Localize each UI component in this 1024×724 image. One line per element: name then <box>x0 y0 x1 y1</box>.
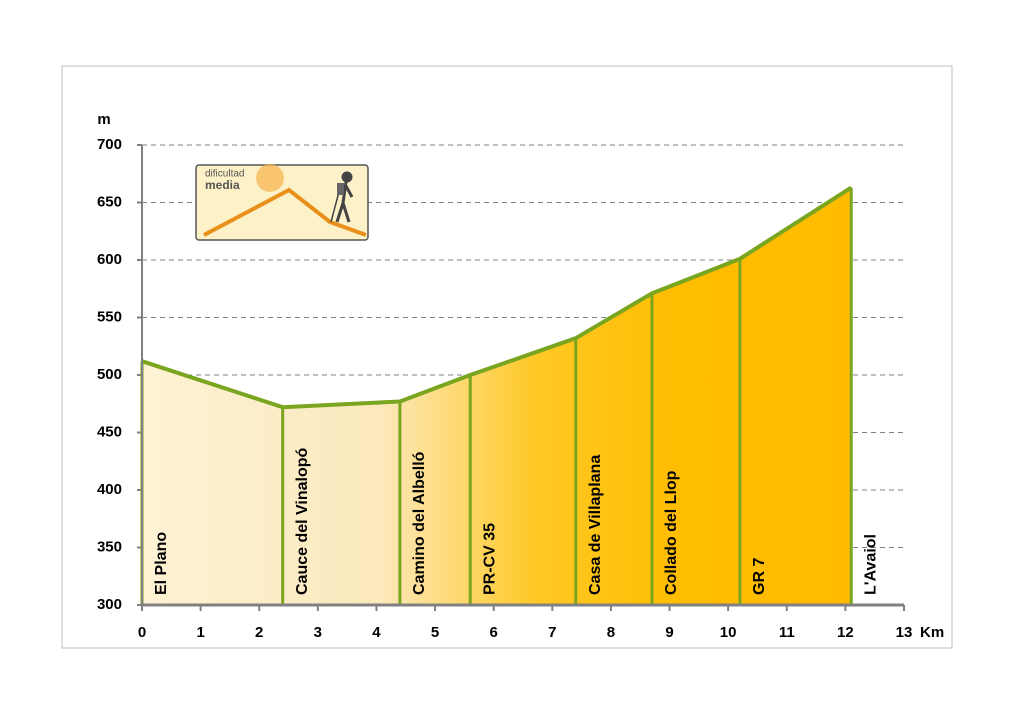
elevation-line <box>141 185 853 410</box>
x-tick-label: 2 <box>255 624 263 641</box>
x-tick-label: 11 <box>779 624 795 641</box>
sun <box>256 164 284 192</box>
station-label: Camino del Albelló <box>411 451 428 595</box>
badge-line2: media <box>205 178 240 192</box>
x-tick-label: 8 <box>607 624 615 641</box>
y-tick-label: 350 <box>97 538 122 555</box>
y-tick-label: 450 <box>97 423 122 440</box>
difficulty-badge: dificultad media <box>195 164 369 241</box>
y-tick-label: 700 <box>97 136 122 153</box>
x-tick-label: 0 <box>138 624 146 641</box>
area-fill <box>142 187 852 606</box>
y-tick-label: 550 <box>97 308 122 325</box>
y-tick-label: 500 <box>97 366 122 383</box>
station-label: Collado del Llop <box>663 470 680 595</box>
x-tick-label: 5 <box>431 624 439 641</box>
y-tick-label: 600 <box>97 251 122 268</box>
x-tick-label: 12 <box>837 624 854 641</box>
x-tick-label: 6 <box>490 624 498 641</box>
station-label: GR 7 <box>751 558 768 595</box>
y-axis-label: m <box>97 111 110 128</box>
y-tick-label: 650 <box>97 193 122 210</box>
x-axis-label: Km <box>920 624 944 641</box>
hiker <box>330 171 354 223</box>
station-label: Casa de Villaplana <box>587 455 604 595</box>
y-tick-label: 400 <box>97 481 122 498</box>
x-tick-label: 4 <box>372 624 381 641</box>
badge-line1: dificultad <box>205 169 244 180</box>
station-label: PR-CV 35 <box>481 523 498 595</box>
x-tick-label: 9 <box>665 624 673 641</box>
x-tick-label: 10 <box>720 624 737 641</box>
x-tick-label: 1 <box>196 624 204 641</box>
station-label: Cauce del Vinalopó <box>294 447 311 595</box>
x-tick-label: 3 <box>314 624 322 641</box>
x-tick-label: 13 <box>896 624 913 641</box>
station-label: El Plano <box>153 532 170 595</box>
x-tick-label: 7 <box>548 624 556 641</box>
mountain <box>203 187 367 237</box>
station-label: L'Avaiol <box>862 534 879 595</box>
y-tick-label: 300 <box>97 596 122 613</box>
badge-box <box>195 164 369 241</box>
